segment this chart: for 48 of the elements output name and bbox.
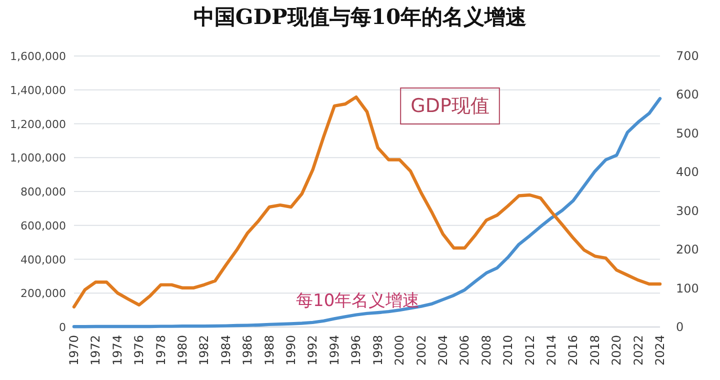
x-tick-label: 1978: [154, 335, 168, 366]
y-tick-label: 800,000: [20, 186, 66, 198]
y2-tick-label: 200: [676, 242, 699, 257]
x-tick-label: 1984: [218, 335, 233, 366]
x-tick-label: 2016: [566, 335, 580, 366]
x-tick-label: 2004: [436, 335, 450, 366]
x-tick-label: 2002: [414, 335, 428, 366]
y-tick-label: 200,000: [20, 287, 66, 300]
x-tick-label: 2014: [544, 335, 558, 366]
y2-tick-label: 500: [676, 126, 699, 140]
y-tick-label: 0: [59, 321, 66, 334]
chart-title: 中国GDP现值与每10年的名义增速: [193, 4, 527, 29]
y-tick-label: 600,000: [20, 219, 66, 232]
x-tick-label: 1994: [327, 335, 342, 366]
x-tick-label: 2008: [479, 335, 494, 366]
x-tick-label: 2010: [501, 335, 516, 366]
x-tick-label: 1976: [132, 335, 146, 366]
x-tick-label: 2024: [653, 335, 667, 366]
x-tick-label: 1990: [284, 335, 298, 366]
x-tick-label: 2012: [522, 335, 537, 366]
x-tick-label: 1998: [370, 335, 385, 366]
y2-tick-label: 600: [676, 88, 699, 102]
x-tick-label: 2006: [458, 335, 472, 366]
x-tick-label: 1972: [88, 335, 103, 366]
x-tick-label: 2018: [588, 335, 602, 366]
y2-tick-label: 300: [676, 204, 699, 218]
x-tick-label: 2000: [392, 335, 407, 366]
annotation: GDP现值: [410, 95, 490, 117]
annotation: 每10年名义增速: [296, 291, 420, 311]
x-tick-label: 1982: [197, 335, 212, 366]
y2-tick-label: 400: [676, 165, 699, 180]
y-tick-label: 1,000,000: [10, 152, 66, 165]
x-tick-label: 1992: [306, 335, 320, 366]
x-tick-label: 2020: [610, 335, 624, 366]
y2-tick-label: 100: [676, 281, 699, 296]
x-tick-label: 1980: [176, 335, 190, 366]
y-tick-label: 400,000: [20, 253, 66, 266]
x-tick-label: 1974: [110, 335, 124, 366]
y2-tick-label: 700: [676, 49, 699, 63]
y2-tick-label: 0: [676, 320, 684, 334]
x-tick-label: 1996: [349, 335, 364, 366]
x-tick-label: 1970: [67, 335, 81, 366]
y-tick-label: 1,400,000: [10, 84, 66, 97]
x-tick-label: 2022: [631, 335, 646, 366]
y-tick-label: 1,600,000: [10, 50, 66, 63]
y-tick-label: 1,200,000: [10, 118, 66, 131]
x-tick-label: 1986: [240, 335, 255, 366]
x-tick-label: 1988: [262, 335, 276, 366]
